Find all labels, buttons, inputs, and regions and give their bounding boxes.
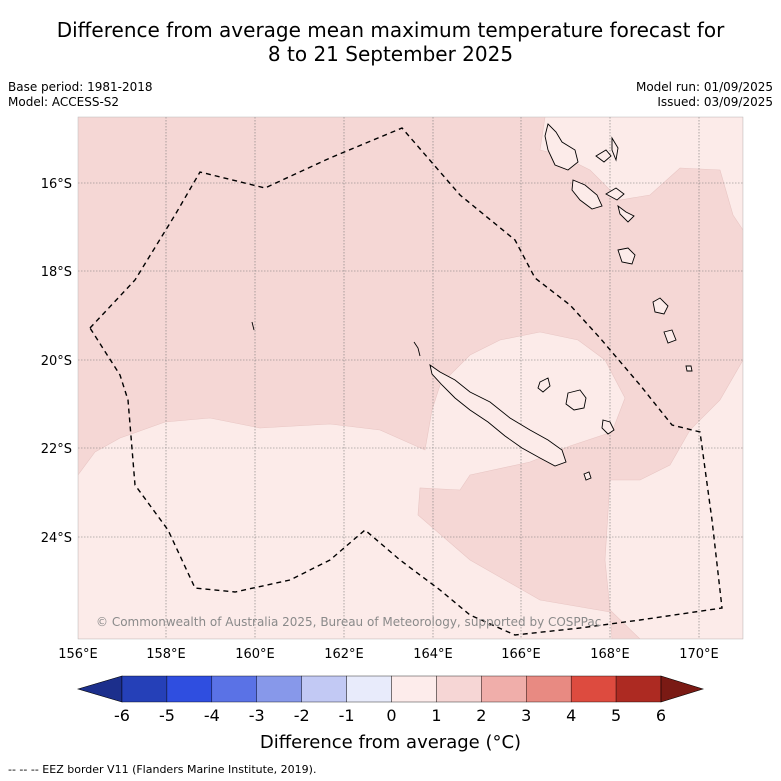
graticule [78,117,743,639]
lon-label: 158°E [146,647,186,662]
vanuatu-espiritu-santo [544,123,579,171]
lat-label: 22°S [41,442,72,457]
colorbar: -6 -5 -4 -3 -2 -1 0 1 2 3 4 5 6 [76,675,705,725]
vanuatu-tanna [652,297,669,315]
colorbar-segment [121,675,168,703]
colorbar-tick-label: 2 [476,706,486,725]
small-island-west [251,321,255,331]
lon-label: 156°E [58,647,98,662]
colorbar-tick-label: 1 [431,706,441,725]
colorbar-tick-label: -6 [114,706,130,725]
belep-islands [413,341,421,357]
lon-label: 166°E [501,647,541,662]
colorbar-segment [166,675,213,703]
map-area [78,117,743,639]
colorbar-tick-label: -3 [249,706,265,725]
colorbar-tick-label: 0 [386,706,396,725]
colorbar-tick-label: -4 [204,706,220,725]
colorbar-segment [615,675,662,703]
vanuatu-island-9 [663,329,677,344]
loyalty-island-3 [601,419,615,435]
colorbar-tick-label: 3 [521,706,531,725]
colorbar-segment [570,675,617,703]
lon-label: 160°E [235,647,275,662]
lon-label: 168°E [590,647,630,662]
colorbar-segment [391,675,437,703]
colorbar-tick-label: -2 [294,706,310,725]
title-line-1: Difference from average mean maximum tem… [56,18,725,42]
colorbar-segment [481,675,527,703]
eez-legend-note: -- -- -- EEZ border V11 (Flanders Marine… [8,763,317,776]
small-island-east [685,365,693,372]
vanuatu-island-4 [611,136,619,162]
colorbar-extend-high [660,675,705,703]
colorbar-extend-low [76,675,123,703]
colorbar-segment [301,675,347,703]
copyright-notice: © Commonwealth of Australia 2025, Bureau… [96,615,601,629]
meta-right: Model run: 01/09/2025 Issued: 03/09/2025 [636,80,773,110]
map-frame [77,116,744,640]
lat-label: 24°S [41,531,72,546]
new-caledonia-mainland [429,363,567,467]
colorbar-tick-label: 5 [611,706,621,725]
lon-label: 162°E [324,647,364,662]
lon-label: 164°E [413,647,453,662]
lat-label: 18°S [41,265,72,280]
model-name: Model: ACCESS-S2 [8,95,120,109]
lat-label: 16°S [41,177,72,192]
loyalty-island-2 [565,389,587,411]
colorbar-segment [436,675,482,703]
colorbar-segment [256,675,302,703]
longitude-labels: 156°E 158°E 160°E 162°E 164°E 166°E 168°… [58,647,719,662]
map-title: Difference from average mean maximum tem… [0,18,781,66]
base-period: Base period: 1981-2018 [8,80,153,94]
colorbar-segment [211,675,257,703]
colorbar-segment [346,675,392,703]
vanuatu-erromango [617,247,636,265]
colorbar-title: Difference from average (°C) [259,732,522,753]
colorbar-tick-label: 4 [566,706,576,725]
colorbar-tick-label: -1 [339,706,355,725]
lat-label: 20°S [41,354,72,369]
vanuatu-malekula [571,179,603,210]
title-line-2: 8 to 21 September 2025 [267,42,514,66]
model-run: Model run: 01/09/2025 [635,80,773,94]
colorbar-segment [526,675,572,703]
latitude-labels: 16°S 18°S 20°S 22°S 24°S [41,177,72,546]
colorbar-tick-label: 6 [656,706,666,725]
isle-of-pines [583,471,592,481]
issued-date: Issued: 03/09/2025 [657,95,773,109]
loyalty-island-1 [537,377,551,393]
meta-left: Base period: 1981-2018 Model: ACCESS-S2 [8,80,153,110]
vanuatu-island-2 [595,149,612,163]
vanuatu-island-6 [617,204,635,223]
vanuatu-efate [605,187,625,201]
lon-label: 170°E [679,647,719,662]
colorbar-tick-label: -5 [159,706,175,725]
eez-border [89,127,723,636]
